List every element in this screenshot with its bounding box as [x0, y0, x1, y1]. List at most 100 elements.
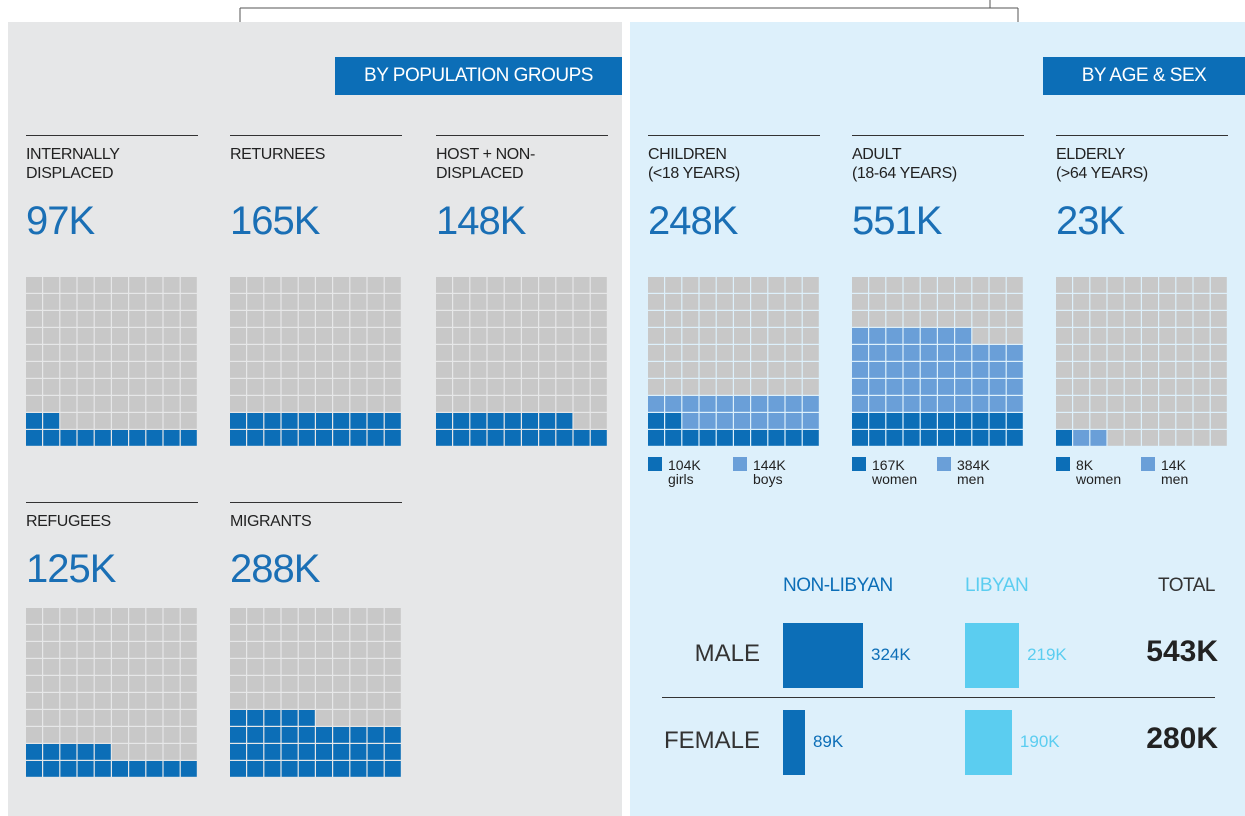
waffle-cell-filled: [487, 413, 504, 429]
waffle-cell: [384, 396, 401, 412]
waffle-cell: [333, 710, 350, 726]
waffle: [26, 608, 197, 777]
waffle-cell: [1090, 294, 1107, 310]
connector: [234, 0, 1024, 70]
waffle-cell-filled: [60, 761, 77, 777]
waffle-cell: [768, 345, 785, 361]
waffle-cell: [247, 676, 264, 692]
group: REFUGEES 125K: [26, 502, 198, 605]
waffle-cell: [556, 328, 573, 344]
waffle-cell-filled: [1090, 430, 1107, 446]
waffle-cell: [146, 396, 163, 412]
waffle-cell: [1056, 362, 1072, 378]
waffle-cell-filled: [920, 379, 937, 395]
waffle-cell: [734, 328, 750, 344]
waffle-cell-filled: [920, 413, 937, 429]
group-label: RETURNEES: [230, 145, 402, 185]
waffle-cell: [384, 625, 401, 641]
waffle-cell: [1142, 277, 1158, 293]
waffle-cell: [264, 659, 281, 675]
waffle-cell: [281, 608, 298, 624]
waffle-cell: [60, 328, 77, 344]
waffle-cell-filled: [60, 430, 77, 446]
waffle-cell: [938, 277, 954, 293]
waffle-cell: [60, 345, 77, 361]
waffle-cell: [1176, 328, 1193, 344]
waffle-cell: [556, 277, 573, 293]
waffle-cell: [43, 311, 60, 327]
waffle-cell: [682, 294, 699, 310]
waffle-cell: [539, 396, 556, 412]
waffle-cell: [146, 727, 163, 743]
rule: [230, 135, 402, 136]
waffle-cell: [556, 311, 573, 327]
label-line: (<18 YEARS): [648, 165, 740, 182]
waffle-cell: [802, 345, 819, 361]
waffle-cell: [146, 362, 163, 378]
waffle-cell: [281, 328, 298, 344]
waffle-cell: [230, 379, 246, 395]
waffle-cell: [1124, 379, 1141, 395]
waffle-cell-filled: [281, 413, 298, 429]
group-label: HOST + NON- DISPLACED: [436, 145, 608, 185]
waffle-cell: [264, 676, 281, 692]
waffle-cell: [146, 744, 163, 760]
waffle-cell-filled: [886, 379, 903, 395]
waffle-cell: [350, 676, 367, 692]
waffle-cell: [989, 277, 1006, 293]
waffle-cell-filled: [1006, 362, 1023, 378]
waffle-cell: [129, 379, 146, 395]
waffle-cell: [751, 362, 768, 378]
waffle-cell-filled: [852, 413, 868, 429]
group: MIGRANTS 288K: [230, 502, 402, 605]
waffle-cell: [852, 311, 868, 327]
waffle-cell: [573, 328, 590, 344]
waffle-cell: [316, 379, 332, 395]
waffle-cell-filled: [43, 413, 60, 429]
waffle-cell: [163, 693, 180, 709]
waffle-cell-filled: [938, 379, 954, 395]
waffle-cell: [1006, 294, 1023, 310]
waffle-cell: [129, 659, 146, 675]
waffle-cell-filled: [384, 761, 401, 777]
waffle-cell: [1107, 430, 1124, 446]
waffle-cell: [112, 345, 128, 361]
waffle-cell: [112, 396, 128, 412]
waffle-cell: [1159, 328, 1176, 344]
waffle-cell: [43, 294, 60, 310]
waffle-cell: [333, 642, 350, 658]
waffle-cell: [180, 379, 197, 395]
waffle-cell-filled: [768, 430, 785, 446]
waffle-cell: [938, 294, 954, 310]
waffle-cell-filled: [734, 430, 750, 446]
waffle-cell: [230, 362, 246, 378]
waffle-cell: [77, 608, 94, 624]
waffle-cell: [768, 379, 785, 395]
waffle-cell: [367, 294, 384, 310]
waffle-cell-filled: [146, 761, 163, 777]
waffle-cell: [94, 642, 111, 658]
waffle-cell: [94, 710, 111, 726]
waffle-cell: [77, 396, 94, 412]
waffle-cell: [367, 277, 384, 293]
waffle-cell-filled: [955, 379, 972, 395]
waffle-cell: [350, 362, 367, 378]
waffle-cell: [470, 311, 487, 327]
waffle: [230, 277, 401, 446]
waffle-cell: [281, 693, 298, 709]
waffle-cell: [298, 625, 315, 641]
waffle-cell: [556, 379, 573, 395]
waffle-cell: [367, 710, 384, 726]
waffle-cell: [367, 328, 384, 344]
waffle-cell: [350, 625, 367, 641]
waffle-cell: [1210, 311, 1227, 327]
waffle-cell: [1107, 345, 1124, 361]
waffle-cell: [43, 676, 60, 692]
label-line: HOST + NON-: [436, 146, 535, 163]
waffle-cell-filled: [43, 430, 60, 446]
waffle-cell: [333, 659, 350, 675]
waffle-cell: [112, 744, 128, 760]
waffle-cell-filled: [716, 396, 733, 412]
waffle-cell: [955, 294, 972, 310]
